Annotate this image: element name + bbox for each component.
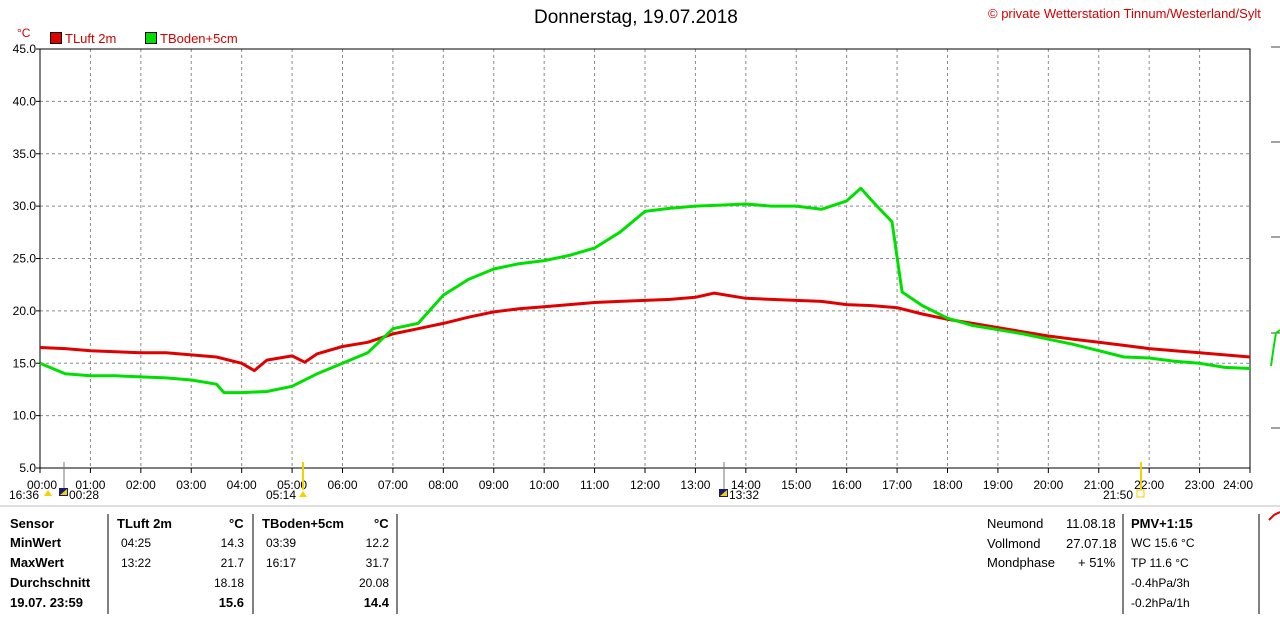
table-label-date: 19.07. 23:59 <box>10 595 84 610</box>
tboden-max-value: 31.7 <box>365 556 389 570</box>
tluft-max-value: 21.7 <box>220 556 244 570</box>
table-header-tluft: TLuft 2m <box>117 516 172 531</box>
x-tick-label: 02:00 <box>126 478 156 492</box>
pmv-pressure-3h: -0.4hPa/3h <box>1131 576 1190 590</box>
x-tick-label: 14:00 <box>731 478 761 492</box>
moonrise-time: 00:28 <box>69 488 100 502</box>
x-tick-label: 05:00 <box>277 478 307 492</box>
y-axis-unit: °C <box>17 26 31 40</box>
moonset-time: 16:36 <box>9 488 40 502</box>
pmv-title: PMV+1:15 <box>1131 516 1193 531</box>
moonrise-icon-glyph <box>60 489 67 495</box>
x-tick-label: 15:00 <box>781 478 811 492</box>
vollmond-date: 27.07.18 <box>1066 536 1117 551</box>
legend-swatch-tluft <box>50 32 62 44</box>
tboden-min-value: 12.2 <box>365 536 389 550</box>
x-axis-ticks: 00:00 01:00 02:00 03:00 04:00 05:00 06:00 07:00… <box>27 468 1253 492</box>
y-tick-label: 45.0 <box>13 42 37 56</box>
x-tick-label: 08:00 <box>428 478 458 492</box>
neumond-date: 11.08.18 <box>1066 516 1116 531</box>
table-header-tboden: TBoden+5cm <box>262 516 344 531</box>
x-tick-label: 04:00 <box>227 478 257 492</box>
vollmond-label: Vollmond <box>987 536 1041 551</box>
neumond-label: Neumond <box>987 516 1044 531</box>
pmv-dewpoint: TP 11.6 °C <box>1131 556 1189 570</box>
x-tick-label: 19:00 <box>983 478 1013 492</box>
moonset-icon <box>44 490 52 496</box>
x-tick-label: 23:00 <box>1185 478 1215 492</box>
x-tick-label: 01:00 <box>75 478 105 492</box>
x-tick-label: 09:00 <box>479 478 509 492</box>
series-line-tboden <box>39 186 1251 395</box>
y-axis-ticks: 5.0 10.0 15.0 20.0 25.0 30.0 35.0 40.0 45.0 <box>13 42 40 475</box>
series-line-tluft <box>39 291 1251 373</box>
x-tick-label: 03:00 <box>176 478 206 492</box>
x-tick-label: 20:00 <box>1033 478 1063 492</box>
x-tick-label: 12:00 <box>630 478 660 492</box>
moon-transit-icon-glyph <box>720 490 727 496</box>
x-tick-label: 13:00 <box>680 478 710 492</box>
tboden-last-value: 14.4 <box>363 595 389 610</box>
pmv-windchill: WC 15.6 °C <box>1131 536 1195 550</box>
y-tick-label: 30.0 <box>13 199 37 213</box>
x-tick-label: 17:00 <box>882 478 912 492</box>
x-tick-label: 11:00 <box>580 478 609 492</box>
x-tick-label: 10:00 <box>529 478 559 492</box>
table-header-tboden-unit: °C <box>374 516 389 531</box>
y-tick-label: 5.0 <box>19 461 36 475</box>
x-tick-label: 18:00 <box>932 478 962 492</box>
pmv-pressure-1h: -0.2hPa/1h <box>1131 596 1190 610</box>
sunrise-icon <box>299 491 307 497</box>
tboden-min-time: 03:39 <box>266 536 297 550</box>
y-tick-label: 10.0 <box>13 409 37 423</box>
table-label-avg: Durchschnitt <box>10 575 91 590</box>
mondphase-label: Mondphase <box>987 555 1055 570</box>
x-tick-label: 16:00 <box>832 478 862 492</box>
tluft-avg-value: 18.18 <box>213 576 244 590</box>
legend-swatch-tboden <box>145 32 157 44</box>
table-label-max: MaxWert <box>10 555 64 570</box>
tboden-avg-value: 20.08 <box>358 576 389 590</box>
sunrise-time: 05:14 <box>266 488 297 502</box>
legend-tluft: TLuft 2m <box>50 31 116 46</box>
tluft-last-value: 15.6 <box>218 595 244 610</box>
x-tick-label: 21:00 <box>1084 478 1114 492</box>
table-lines <box>0 505 1280 614</box>
legend-label-tboden: TBoden+5cm <box>160 31 238 46</box>
tluft-max-time: 13:22 <box>121 556 152 570</box>
y-tick-label: 40.0 <box>13 94 37 108</box>
table-label-min: MinWert <box>10 535 62 550</box>
x-tick-label: 07:00 <box>378 478 408 492</box>
legend-tboden: TBoden+5cm <box>145 31 238 46</box>
y-tick-label: 20.0 <box>13 304 37 318</box>
x-tick-label: 24:00 <box>1223 478 1253 492</box>
tboden-max-time: 16:17 <box>266 556 297 570</box>
tluft-min-time: 04:25 <box>121 536 152 550</box>
series-lines <box>39 186 1251 395</box>
moon-transit-time: 13:32 <box>729 488 760 502</box>
x-tick-label: 00:00 <box>27 478 57 492</box>
x-tick-label: 06:00 <box>327 478 357 492</box>
tluft-min-value: 14.3 <box>220 536 244 550</box>
y-tick-label: 35.0 <box>13 147 37 161</box>
y-tick-label: 25.0 <box>13 252 37 266</box>
grid-lines <box>40 49 1250 468</box>
copyright-note: © private Wetterstation Tinnum/Westerlan… <box>988 6 1261 21</box>
right-edge-decor <box>1268 46 1280 521</box>
sunset-icon <box>1136 489 1145 498</box>
table-header-tluft-unit: °C <box>229 516 244 531</box>
mondphase-value: + 51% <box>1078 555 1116 570</box>
sunset-time: 21:50 <box>1103 488 1134 502</box>
legend-label-tluft: TLuft 2m <box>65 31 117 46</box>
y-tick-label: 15.0 <box>13 356 37 370</box>
chart-title: Donnerstag, 19.07.2018 <box>534 7 738 28</box>
astro-markers <box>44 462 1145 498</box>
table-header-sensor: Sensor <box>10 516 55 531</box>
